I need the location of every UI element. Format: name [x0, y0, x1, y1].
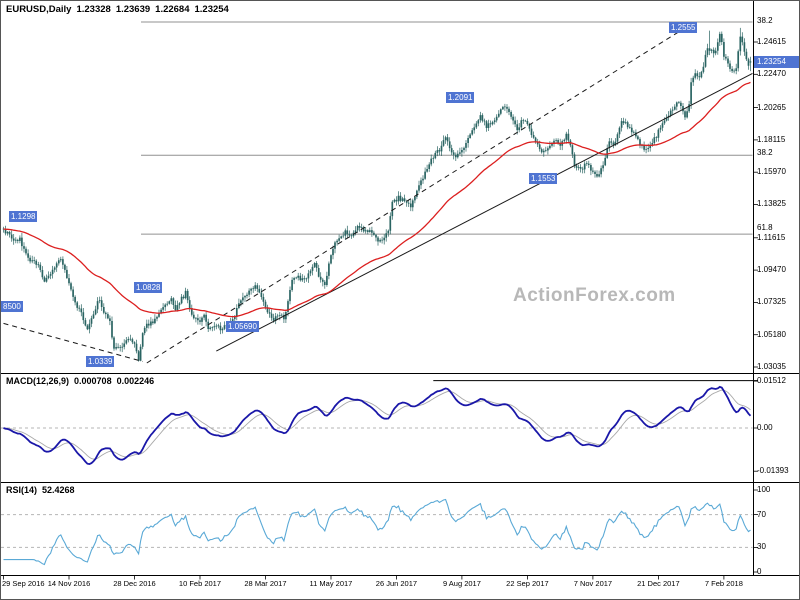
open-value: 1.23328: [76, 4, 111, 15]
high-value: 1.23639: [115, 4, 151, 15]
rsi-value: 52.4268: [42, 485, 75, 495]
rsi-label: RSI(14) 52.4268: [6, 485, 80, 495]
chart-frame: [1, 1, 799, 580]
macd-value-main: 0.000708: [74, 376, 112, 386]
macd-panel: [1, 385, 753, 466]
macd-label: MACD(12,26,9) 0.000708 0.002246: [6, 376, 159, 386]
chart-title: EURUSD,Daily 1.23328 1.23639 1.22684 1.23254: [6, 4, 234, 15]
rsi-name: RSI(14): [6, 485, 38, 495]
low-value: 1.22684: [155, 4, 190, 15]
macd-name: MACD(12,26,9): [6, 376, 70, 386]
rsi-panel: [1, 498, 753, 566]
price-panel: [2, 21, 753, 364]
macd-value-signal: 0.002246: [116, 376, 155, 386]
symbol-label: EURUSD,Daily: [6, 4, 72, 15]
close-value: 1.23254: [194, 4, 229, 15]
watermark: ActionForex.com: [513, 285, 676, 306]
